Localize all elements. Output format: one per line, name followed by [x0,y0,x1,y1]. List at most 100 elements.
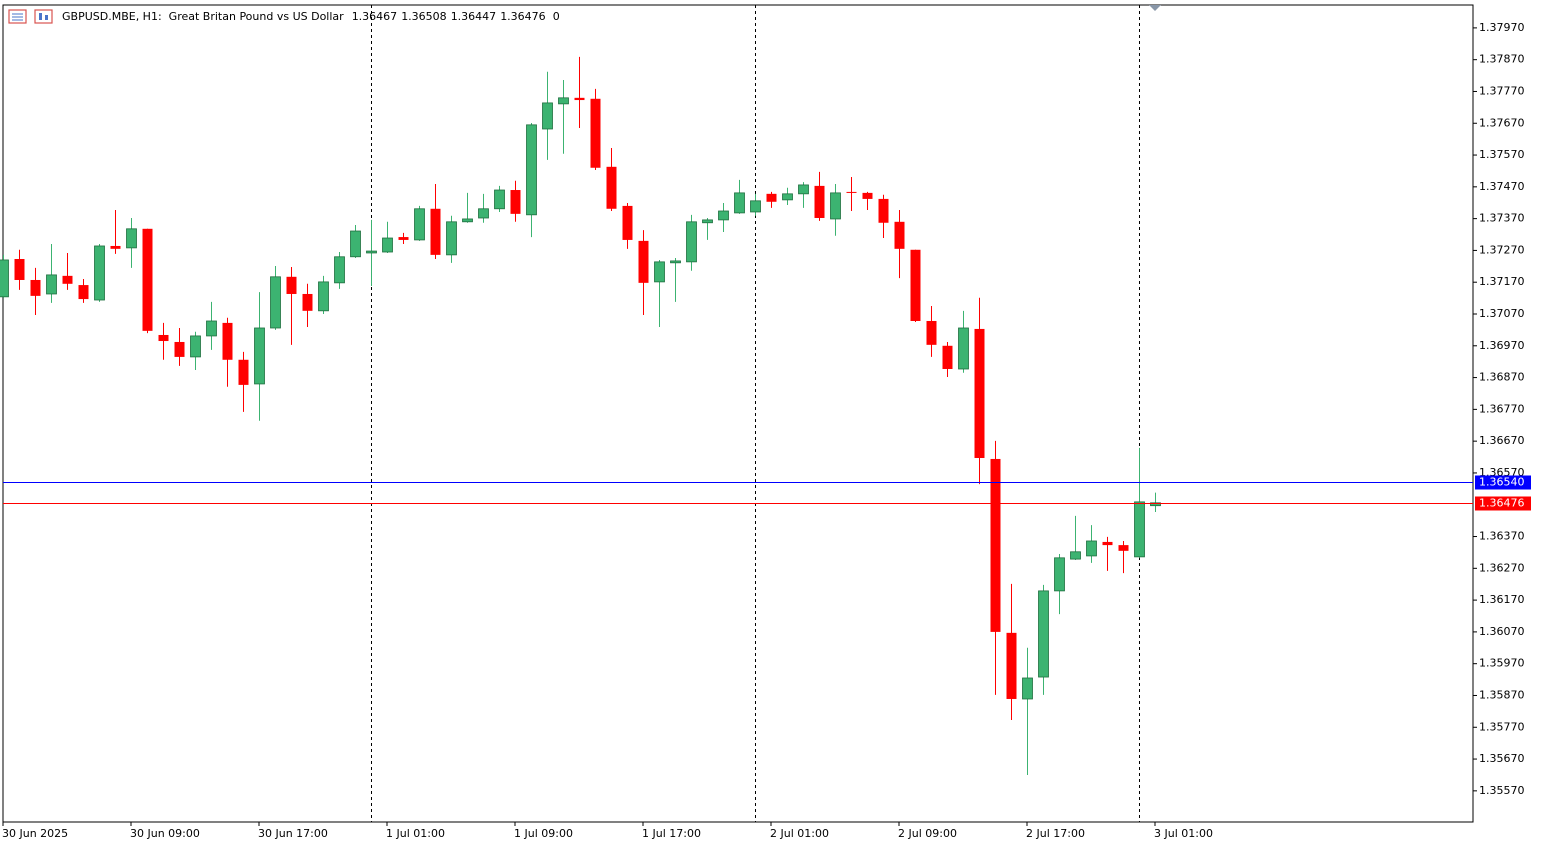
candle-body [990,458,1001,632]
candle-body [622,205,633,240]
candle-body [606,166,617,209]
candle-body [846,191,857,193]
candle-body [110,245,121,249]
y-tick-label: 1.36170 [1479,593,1525,606]
y-tick-label: 1.37870 [1479,53,1525,66]
candle-body [478,208,489,219]
candle-body [590,98,601,168]
candle-body [174,341,185,357]
candle-body [62,275,73,284]
y-tick-label: 1.35670 [1479,752,1525,765]
x-tick-label: 1 Jul 01:00 [386,827,445,840]
y-tick-label: 1.36370 [1479,530,1525,543]
y-tick-label: 1.37270 [1479,243,1525,256]
candle-body [878,198,889,223]
candle-body [142,228,153,331]
x-tick-label: 1 Jul 17:00 [642,827,701,840]
candle-body [1006,632,1017,699]
candle-body [926,320,937,345]
candle-body [798,184,809,195]
candle-body [574,97,585,101]
x-tick-label: 30 Jun 2025 [2,827,68,840]
candle-body [462,218,473,223]
candle-body [1070,551,1081,560]
header-icons [8,9,53,24]
bid-label: 1.36476 [1479,497,1525,510]
candle-body [286,276,297,294]
candle-body [158,334,169,342]
y-tick-label: 1.35770 [1479,720,1525,733]
y-tick-label: 1.37970 [1479,21,1525,34]
candle-body [334,256,345,284]
icon-chart[interactable] [34,9,53,24]
candle-body [302,293,313,311]
description: Great Britan Pound vs US Dollar [169,10,344,23]
candle-body [398,237,409,240]
candle-body [270,276,281,329]
y-tick-label: 1.36870 [1479,371,1525,384]
plot-frame [2,4,1474,823]
candle-body [734,192,745,214]
icon-bar [45,15,48,20]
y-tick-label: 1.37770 [1479,84,1525,97]
candle-body [670,260,681,264]
candle-body [1102,541,1113,546]
candle-body [766,193,777,202]
x-tick-label: 1 Jul 09:00 [514,827,573,840]
candle-body [1118,545,1129,551]
candle-body [430,208,441,255]
x-tick-label: 2 Jul 09:00 [898,827,957,840]
y-tick-label: 1.35570 [1479,784,1525,797]
y-tick-label: 1.36270 [1479,561,1525,574]
candle-body [494,189,505,210]
candle-body [1022,677,1033,700]
shift-marker[interactable] [1149,5,1161,11]
candle-body [14,259,25,280]
candle-body [638,240,649,283]
candle-body [510,190,521,214]
candle-body [78,285,89,300]
candle-body [1038,590,1049,678]
candle-body [1150,502,1161,507]
icon-bar [39,13,42,20]
candle-body [30,279,41,296]
candle-body [894,221,905,249]
y-tick-label: 1.36970 [1479,339,1525,352]
candle-body [958,327,969,370]
y-tick-label: 1.36070 [1479,625,1525,638]
candle-body [686,221,697,263]
candle-body [126,228,137,249]
x-tick-label: 2 Jul 01:00 [770,827,829,840]
header-high: 1.36508 [401,10,447,23]
y-tick-label: 1.36770 [1479,402,1525,415]
candle-body [702,219,713,224]
candle-body [350,230,361,258]
y-tick-label: 1.37670 [1479,116,1525,129]
y-tick-label: 1.37570 [1479,148,1525,161]
candle-body [94,245,105,301]
ask-label-bg [1475,475,1531,490]
candle-body [366,250,377,254]
candle-body [542,102,553,130]
candle-body [238,359,249,385]
y-tick-label: 1.35870 [1479,688,1525,701]
candle-body [862,192,873,199]
symbol: GBPUSD.MBE, H1: [62,10,162,23]
candle-body [414,208,425,241]
candle-body [942,345,953,369]
candle-body [382,237,393,253]
header-open: 1.36467 [352,10,398,23]
candle-body [254,327,265,385]
candle-body [0,259,9,298]
candle-body [1134,501,1145,558]
y-tick-label: 1.37070 [1479,307,1525,320]
candle-body [910,249,921,321]
candle-body [558,97,569,105]
candle-body [830,192,841,220]
candle-body [654,261,665,283]
x-tick-label: 3 Jul 01:00 [1154,827,1213,840]
bid-label-bg [1475,496,1531,511]
